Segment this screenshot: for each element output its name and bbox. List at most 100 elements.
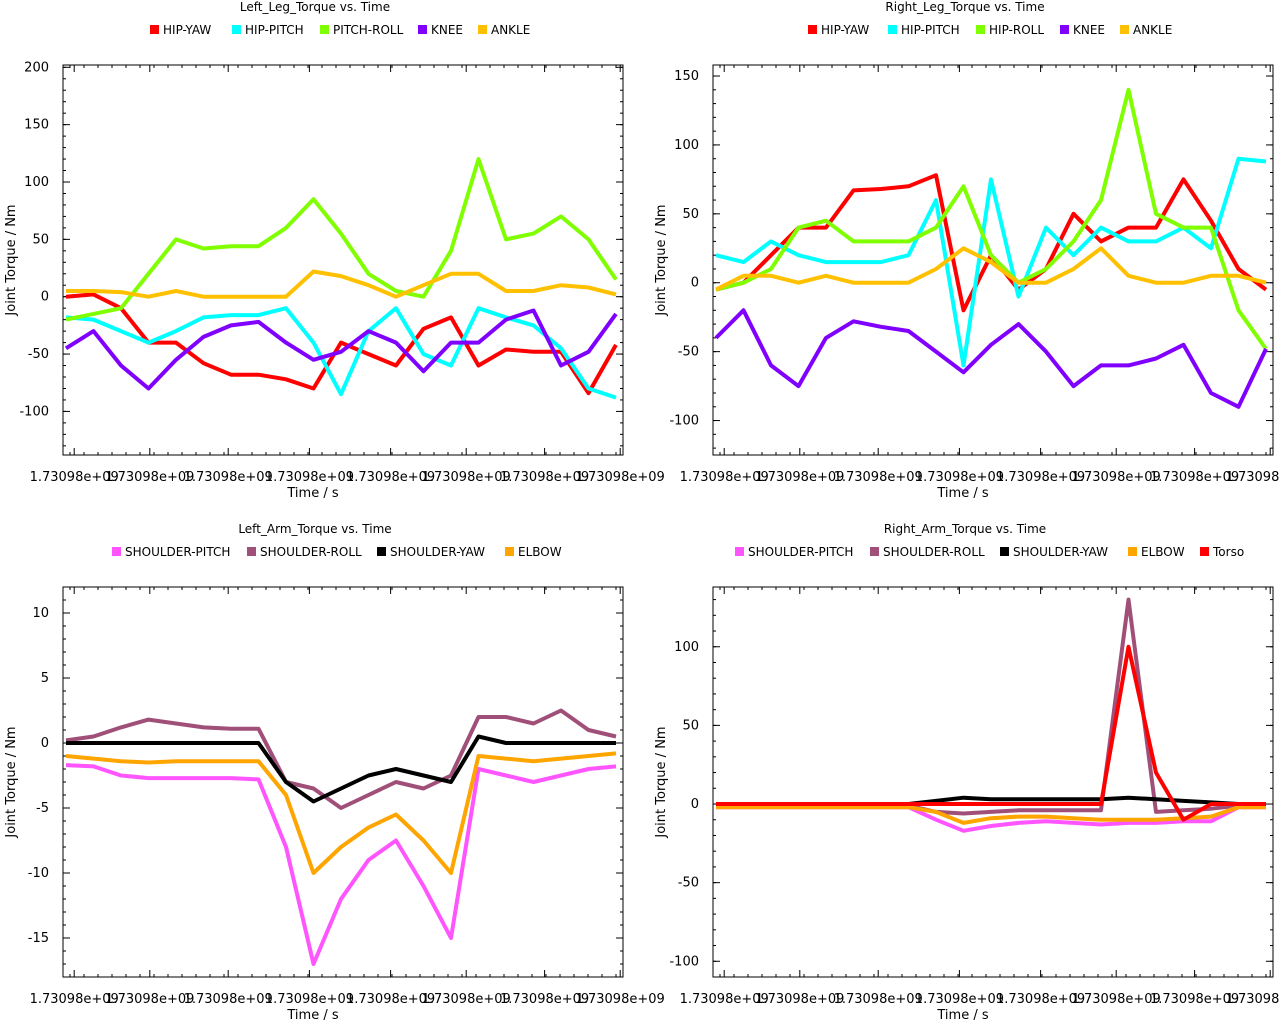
x-tick-label: 1.73098e+09 <box>346 470 435 485</box>
series-line-knee <box>714 308 1268 409</box>
legend-swatch-torso <box>1200 547 1209 556</box>
y-tick-label: 150 <box>24 118 49 133</box>
legend-label-shoulder-yaw: SHOULDER-YAW <box>1013 545 1108 559</box>
legend-label-ankle: ANKLE <box>1133 23 1172 37</box>
chart-title: Right_Arm_Torque vs. Time <box>884 522 1046 536</box>
legend-swatch-shoulder-roll <box>870 547 879 556</box>
x-tick-label: 1.73098e+09 <box>346 992 435 1007</box>
legend-label-hip-roll: HIP-ROLL <box>989 23 1044 37</box>
series-line-hip-pitch <box>65 306 617 400</box>
y-tick-label: 50 <box>32 232 49 247</box>
x-axis-label: Time / s <box>286 486 338 501</box>
y-axis-label: Joint Torque / Nm <box>654 726 669 838</box>
y-tick-label: 0 <box>691 797 699 812</box>
legend-swatch-ankle <box>1120 25 1129 34</box>
chart-title: Left_Arm_Torque vs. Time <box>238 522 391 536</box>
legend-label-knee: KNEE <box>1073 23 1105 37</box>
x-tick-label: 1.73098e+09 <box>915 470 1004 485</box>
legend-swatch-hip-yaw <box>808 25 817 34</box>
y-tick-label: -5 <box>36 801 49 816</box>
legend-label-elbow: ELBOW <box>1141 545 1185 559</box>
series-line-knee <box>64 308 618 391</box>
x-tick-label: 1.73098e+09 <box>1150 992 1239 1007</box>
legend-swatch-hip-roll <box>976 25 985 34</box>
x-tick-label: 1.73098e+09 <box>500 470 589 485</box>
legend-label-shoulder-roll: SHOULDER-ROLL <box>883 545 985 559</box>
x-tick-label: 1.73098e+09 <box>755 470 844 485</box>
series-line-shoulder-roll <box>716 597 1266 816</box>
legend-swatch-shoulder-yaw <box>1000 547 1009 556</box>
chart-panel-4: Right_Arm_Torque vs. Time -100 -50 0 50 100 1.… <box>654 522 1280 1023</box>
legend-swatch-knee <box>1060 25 1069 34</box>
x-tick-label: 1.73098e+09 <box>1150 470 1239 485</box>
series-line-ankle <box>715 246 1267 292</box>
y-tick-label: -50 <box>28 347 49 362</box>
legend-swatch-pitch-roll <box>320 25 329 34</box>
series-line-hip-yaw <box>65 292 618 396</box>
legend-swatch-shoulder-pitch <box>735 547 744 556</box>
legend-label-shoulder-pitch: SHOULDER-PITCH <box>125 545 230 559</box>
legend-swatch-shoulder-pitch <box>112 547 121 556</box>
legend-label-shoulder-pitch: SHOULDER-PITCH <box>748 545 853 559</box>
series-line-pitch-roll <box>65 157 618 322</box>
legend-label-ankle: ANKLE <box>491 23 530 37</box>
legend-swatch-knee <box>418 25 427 34</box>
legend-label-hip-yaw: HIP-YAW <box>821 23 869 37</box>
legend-swatch-shoulder-roll <box>247 547 256 556</box>
y-tick-label: -50 <box>678 876 699 891</box>
x-tick-label: 1.73098e+09 <box>1226 992 1280 1007</box>
y-axis-label: Joint Torque / Nm <box>4 204 19 316</box>
legend-swatch-hip-pitch <box>888 25 897 34</box>
x-tick-label: 1.73098e+09 <box>996 470 1085 485</box>
y-tick-label: 150 <box>674 69 699 84</box>
legend-swatch-shoulder-yaw <box>377 547 386 556</box>
y-tick-label: 50 <box>682 207 699 222</box>
chart-title: Right_Leg_Torque vs. Time <box>885 0 1044 14</box>
legend-swatch-hip-yaw <box>150 25 159 34</box>
x-tick-label: 1.73098e+09 <box>30 470 119 485</box>
chart-panel-2: Right_Leg_Torque vs. Time -100 -50 0 50 100 15… <box>654 0 1280 501</box>
series-line-shoulder-pitch <box>65 763 617 966</box>
series-line-hip-yaw <box>715 173 1268 313</box>
legend-swatch-elbow <box>505 547 514 556</box>
legend-label-shoulder-yaw: SHOULDER-YAW <box>390 545 485 559</box>
y-tick-label: 0 <box>41 736 49 751</box>
x-tick-label: 1.73098e+09 <box>755 992 844 1007</box>
x-tick-label: 1.73098e+09 <box>1226 470 1280 485</box>
legend-swatch-elbow <box>1128 547 1137 556</box>
series-line-hip-pitch <box>715 156 1267 368</box>
x-tick-label: 1.73098e+09 <box>576 992 665 1007</box>
x-axis-label: Time / s <box>286 1008 338 1023</box>
chart-title: Left_Leg_Torque vs. Time <box>240 0 390 14</box>
y-tick-label: 0 <box>41 290 49 305</box>
x-tick-label: 1.73098e+09 <box>1072 470 1161 485</box>
x-tick-label: 1.73098e+09 <box>30 992 119 1007</box>
x-tick-label: 1.73098e+09 <box>1072 992 1161 1007</box>
x-tick-label: 1.73098e+09 <box>680 470 769 485</box>
x-tick-label: 1.73098e+09 <box>184 992 273 1007</box>
y-axis-label: Joint Torque / Nm <box>4 726 19 838</box>
chart-panel-1: Left_Leg_Torque vs. Time -100 -50 0 50 100 150… <box>4 0 665 501</box>
legend-label-hip-pitch: HIP-PITCH <box>901 23 960 37</box>
series-line-torso <box>716 644 1266 822</box>
x-tick-label: 1.73098e+09 <box>576 470 665 485</box>
y-tick-label: -15 <box>28 931 49 946</box>
plot-frame <box>712 64 1274 456</box>
y-tick-label: -10 <box>28 866 49 881</box>
series-line-hip-roll <box>715 87 1268 351</box>
y-tick-label: 100 <box>674 640 699 655</box>
y-tick-label: 100 <box>674 138 699 153</box>
x-axis-label: Time / s <box>936 486 988 501</box>
y-tick-label: 5 <box>41 671 49 686</box>
y-tick-label: -50 <box>678 345 699 360</box>
series-line-elbow <box>716 805 1266 825</box>
legend-label-knee: KNEE <box>431 23 463 37</box>
x-tick-label: 1.73098e+09 <box>105 470 194 485</box>
series-line-ankle <box>66 269 617 299</box>
plot-frame <box>712 586 1274 978</box>
y-tick-label: -100 <box>19 404 49 419</box>
y-tick-label: -100 <box>669 414 699 429</box>
legend-label-hip-yaw: HIP-YAW <box>163 23 211 37</box>
legend-label-hip-pitch: HIP-PITCH <box>245 23 304 37</box>
